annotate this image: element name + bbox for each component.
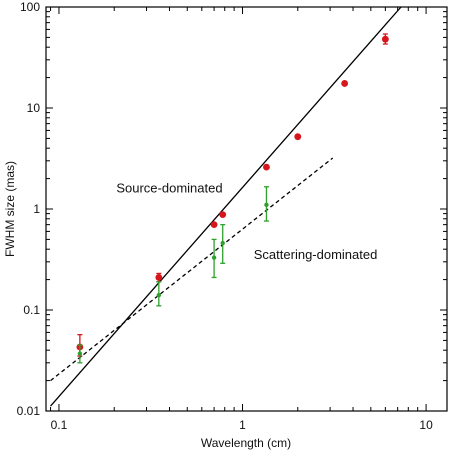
y-tick-label: 100 — [20, 0, 40, 14]
x-tick-label: 10 — [419, 418, 433, 432]
data-series — [76, 33, 389, 364]
green-data-point — [220, 240, 225, 246]
x-axis-ticks: 0.1 1 10 — [50, 7, 433, 432]
green-data-point — [156, 293, 162, 298]
green-data-point — [77, 351, 83, 356]
y-tick-label: 0.1 — [23, 303, 40, 317]
green-data-point — [211, 255, 217, 260]
annotations: Source-dominated Scattering-dominated — [116, 181, 377, 262]
red-data-point — [341, 80, 349, 87]
x-tick-label: 1 — [239, 418, 246, 432]
red-data-point — [381, 35, 389, 43]
x-tick-label: 0.1 — [51, 418, 68, 432]
red-data-point — [263, 163, 270, 171]
source-dominated-label: Source-dominated — [116, 181, 222, 196]
green-data-point — [264, 202, 269, 208]
scattering-fit-line — [50, 157, 334, 382]
y-axis-ticks: 0.01 0.1 1 10 100 — [17, 0, 447, 418]
y-tick-label: 0.01 — [17, 404, 41, 418]
red-data-point — [155, 274, 163, 281]
scattering-dominated-label: Scattering-dominated — [254, 247, 378, 262]
y-tick-label: 10 — [27, 101, 41, 115]
red-data-point — [294, 133, 302, 141]
y-axis-title: FWHM size (mas) — [3, 161, 17, 257]
red-data-point — [219, 211, 227, 219]
y-tick-label: 1 — [33, 202, 40, 216]
red-data-point — [210, 221, 218, 229]
x-axis-title: Wavelength (cm) — [201, 436, 291, 450]
plot-frame — [45, 6, 448, 412]
fit-lines — [50, 6, 402, 407]
source-fit-line — [50, 6, 402, 407]
